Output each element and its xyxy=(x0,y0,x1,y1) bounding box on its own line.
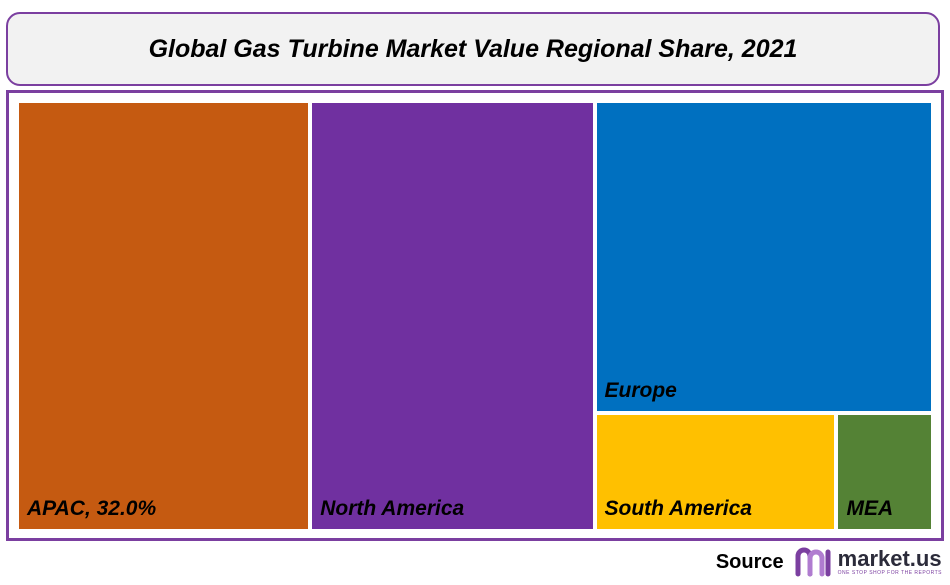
logo-tagline: ONE STOP SHOP FOR THE REPORTS xyxy=(837,570,942,576)
chart-title: Global Gas Turbine Market Value Regional… xyxy=(148,34,798,63)
tile-north-america: North America xyxy=(312,103,593,529)
treemap-frame: APAC, 32.0% North America Europe South Amer… xyxy=(6,90,944,541)
tile-label-mea: MEA xyxy=(846,496,894,520)
tile-label-europe: Europe xyxy=(604,378,677,402)
tile-mea: MEA xyxy=(838,414,931,529)
source-label: Source xyxy=(715,550,784,573)
market-us-logo-icon xyxy=(795,547,831,577)
market-us-logo: market.us ONE STOP SHOP FOR THE REPORTS xyxy=(794,546,942,578)
logo-name: market.us xyxy=(837,546,942,571)
tile-europe: Europe xyxy=(596,103,931,411)
tile-south-america: South America xyxy=(596,414,835,529)
tile-label-south-america: South America xyxy=(604,496,752,520)
title-box: Global Gas Turbine Market Value Regional… xyxy=(6,12,940,86)
tile-apac: APAC, 32.0% xyxy=(19,103,309,529)
tile-label-apac: APAC, 32.0% xyxy=(27,497,157,520)
tile-label-north-america: North America xyxy=(320,497,465,520)
source-row: Source market.us ONE STOP SHOP FOR THE R… xyxy=(716,544,942,580)
